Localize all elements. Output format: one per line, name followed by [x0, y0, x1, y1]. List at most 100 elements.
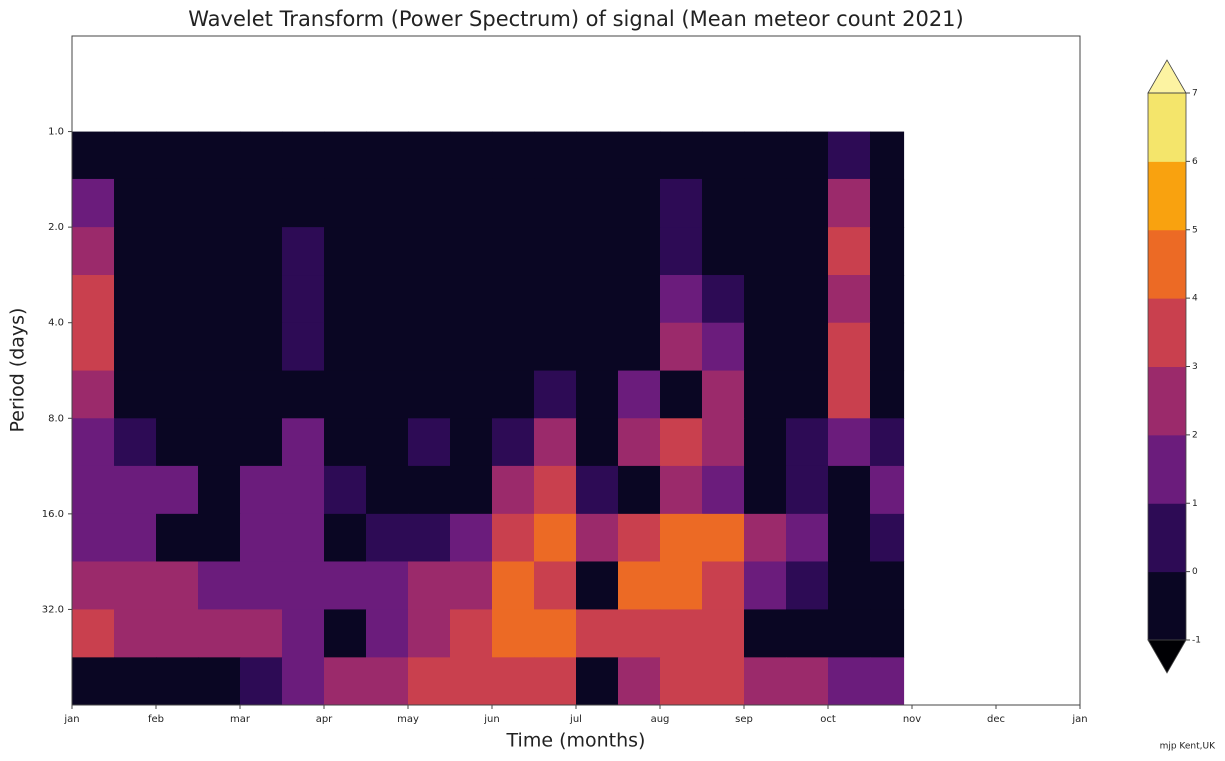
contour-cell	[576, 465, 619, 515]
contour-cell	[72, 561, 115, 610]
contour-cell	[450, 322, 493, 372]
colorbar-band	[1148, 229, 1186, 299]
contour-cell	[492, 370, 535, 419]
contour-cell	[786, 561, 829, 610]
contour-cell	[492, 275, 535, 324]
contour-cell	[660, 131, 703, 180]
contour-cell	[366, 513, 409, 562]
contour-cell	[576, 370, 619, 419]
contour-cell	[450, 657, 493, 706]
colorbar-over	[1147, 59, 1187, 94]
contour-cell	[156, 465, 199, 515]
contour-cell	[114, 418, 157, 467]
contour-cell	[450, 513, 493, 562]
contour-cell	[660, 275, 703, 324]
contour-cell	[408, 465, 451, 515]
contour-cell	[324, 609, 367, 658]
contour-cell	[534, 513, 577, 562]
contour-cell	[660, 465, 703, 515]
contour-cell	[660, 418, 703, 467]
contour-cell	[450, 131, 493, 180]
contour-cell	[198, 178, 241, 228]
contour-cell	[156, 513, 199, 562]
contour-cell	[282, 465, 325, 515]
contour-cell	[870, 275, 905, 324]
contour-cell	[534, 178, 577, 228]
contour-cell	[366, 131, 409, 180]
contour-cell	[366, 227, 409, 276]
contour-cell	[72, 227, 115, 276]
contour-cell	[618, 370, 661, 419]
contour-cell	[366, 609, 409, 658]
contour-cell	[618, 561, 661, 610]
contour-cell	[240, 609, 283, 658]
contour-cell	[576, 227, 619, 276]
contour-cell	[198, 370, 241, 419]
contour-cell	[618, 322, 661, 372]
contour-cell	[534, 227, 577, 276]
contour-cell	[72, 609, 115, 658]
x-tick-label: apr	[316, 714, 333, 725]
contour-cell	[702, 275, 745, 324]
colorbar-band	[1148, 571, 1186, 641]
contour-cell	[786, 513, 829, 562]
contour-cell	[492, 322, 535, 372]
contour-cell	[408, 370, 451, 419]
contour-cell	[324, 227, 367, 276]
contour-cell	[618, 657, 661, 706]
contour-cell	[156, 275, 199, 324]
contour-cell	[576, 561, 619, 610]
contour-cell	[870, 465, 905, 515]
contour-cell	[534, 609, 577, 658]
contour-cell	[282, 561, 325, 610]
contour-cell	[744, 322, 787, 372]
contour-cell	[744, 370, 787, 419]
y-tick-label: 8.0	[48, 413, 64, 424]
contour-cell	[492, 227, 535, 276]
contour-cell	[702, 322, 745, 372]
contour-cell	[324, 322, 367, 372]
colorbar-band	[1148, 93, 1186, 162]
contour-cell	[408, 322, 451, 372]
contour-cell	[282, 178, 325, 228]
contour-cell	[114, 609, 157, 658]
contour-cell	[198, 131, 241, 180]
contour-cell	[240, 178, 283, 228]
contour-cell	[282, 609, 325, 658]
contour-cell	[450, 418, 493, 467]
contour-cell	[870, 322, 905, 372]
contour-cell	[408, 275, 451, 324]
contour-cell	[492, 609, 535, 658]
contour-cell	[324, 657, 367, 706]
contour-cell	[870, 657, 905, 706]
contour-cell	[828, 418, 871, 467]
contour-cell	[786, 657, 829, 706]
contour-cell	[576, 609, 619, 658]
contour-cell	[828, 178, 871, 228]
contour-cell	[72, 322, 115, 372]
colorbar-tick-label: 5	[1192, 225, 1198, 235]
contour-cell	[744, 561, 787, 610]
contour-cell	[576, 513, 619, 562]
contour-cell	[534, 370, 577, 419]
contour-cell	[114, 227, 157, 276]
contour-cell	[870, 370, 905, 419]
y-tick-label: 32.0	[42, 604, 64, 615]
contour-cell	[240, 561, 283, 610]
contour-cell	[492, 513, 535, 562]
contour-cell	[618, 418, 661, 467]
contour-cell	[114, 275, 157, 324]
contour-cell	[450, 275, 493, 324]
contour-cell	[702, 370, 745, 419]
contour-cell	[408, 561, 451, 610]
contour-cell	[198, 465, 241, 515]
colorbar-band	[1148, 366, 1186, 436]
contour-cell	[282, 275, 325, 324]
contour-cell	[408, 227, 451, 276]
contour-cell	[450, 609, 493, 658]
colorbar-tick-label: -1	[1192, 636, 1201, 646]
contour-cell	[828, 561, 871, 610]
contour-cell	[450, 227, 493, 276]
contour-cell	[408, 609, 451, 658]
contour-cell	[660, 561, 703, 610]
